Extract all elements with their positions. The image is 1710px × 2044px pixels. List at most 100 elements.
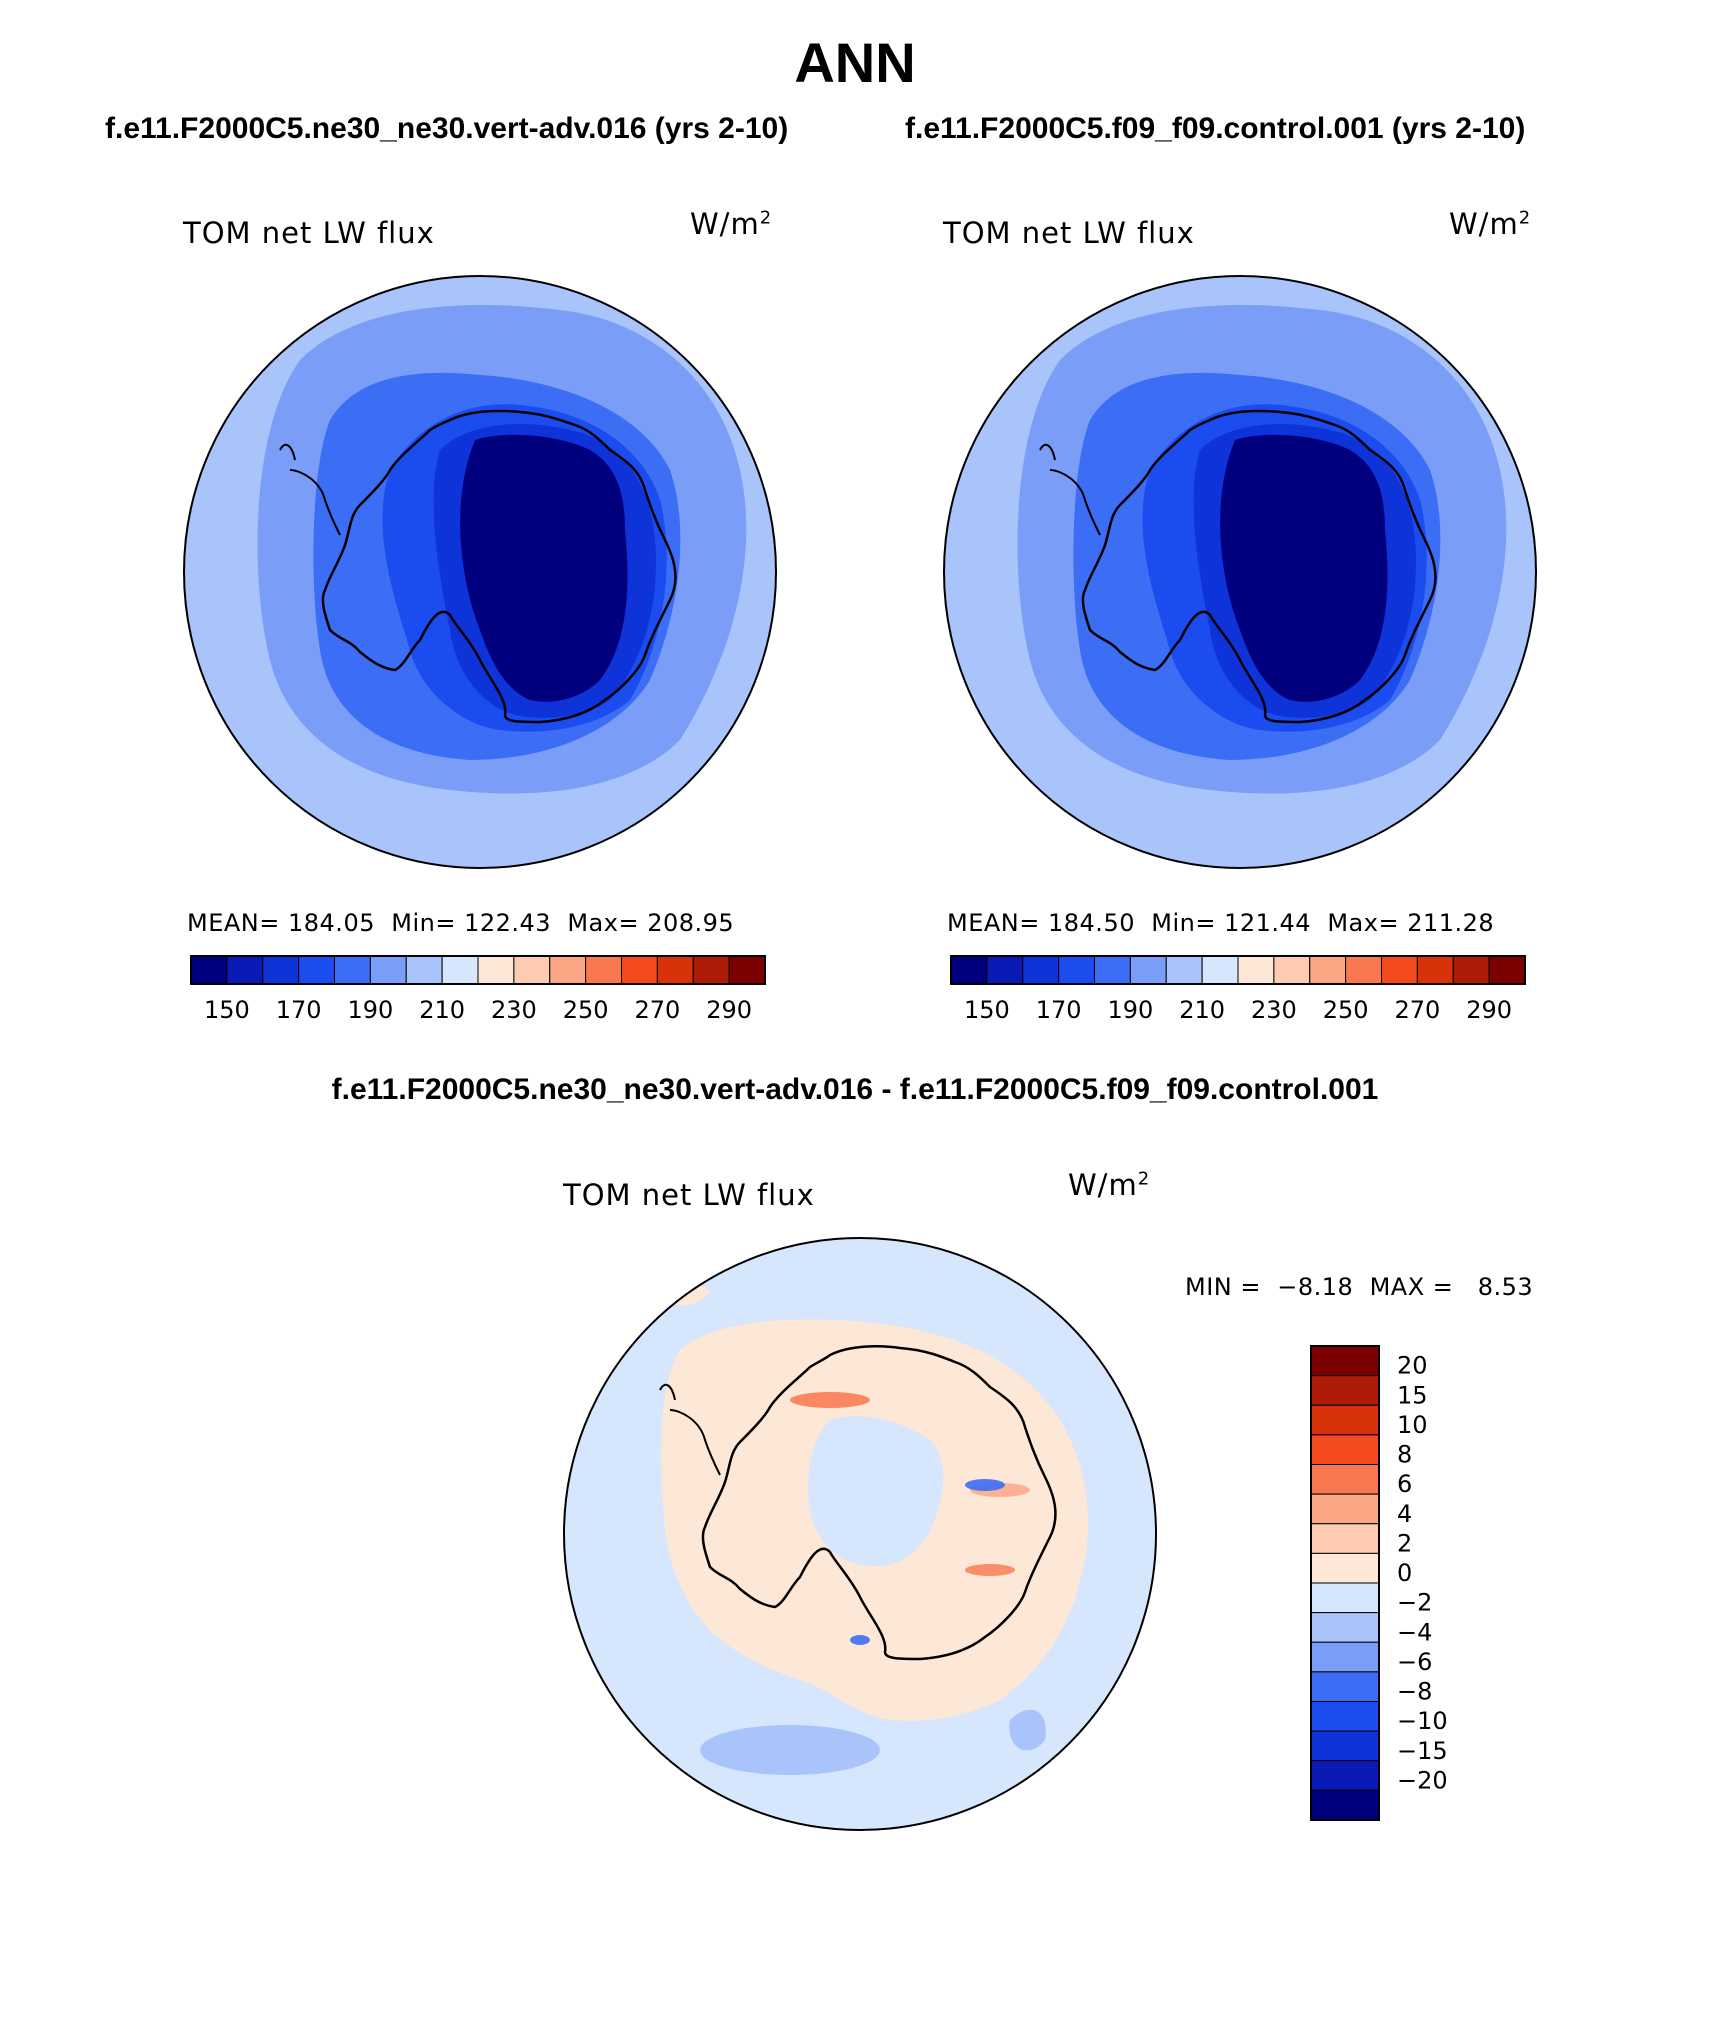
panel2-colorbar-box-14 — [1452, 955, 1490, 985]
panel2-map-border — [943, 275, 1537, 869]
diff-colorbar-box-12 — [1310, 1701, 1380, 1732]
diff-minmax: MIN = −8.18 MAX = 8.53 — [1185, 1273, 1533, 1301]
panel2-colorbar-tick-label: 230 — [1251, 996, 1297, 1024]
panel1-colorbar — [190, 955, 766, 985]
panel1-stats: MEAN= 184.05 Min= 122.43 Max= 208.95 — [187, 909, 734, 937]
panel2-max: 211.28 — [1407, 909, 1495, 937]
panel1-coastline — [321, 409, 677, 724]
panel2-colorbar-box-12 — [1381, 955, 1418, 985]
panel1-colorbar-ticks: 150 170 190 210 230 250 270 290 — [204, 996, 752, 1024]
diff-hotspot-1 — [790, 1392, 870, 1408]
diff-colorbar-box-10 — [1310, 1641, 1380, 1673]
diff-colorbar-tick-label: −2 — [1397, 1589, 1432, 1617]
diff-negative-patch-e — [1009, 1709, 1046, 1751]
diff-min: −8.18 — [1277, 1273, 1354, 1301]
diff-colorbar-box-13 — [1310, 1730, 1380, 1762]
diff-colorbar-box-6 — [1310, 1523, 1380, 1554]
panel2-colorbar-box-15 — [1488, 955, 1526, 985]
diff-hotspot-3 — [965, 1564, 1015, 1576]
diff-colorbar-tick-label: −15 — [1397, 1737, 1448, 1765]
panel2-stats: MEAN= 184.50 Min= 121.44 Max= 211.28 — [947, 909, 1494, 937]
panel1-colorbar-tick-label: 210 — [419, 996, 465, 1024]
panel2-variable: TOM net LW flux — [943, 216, 1195, 250]
panel2-colorbar-tick-label: 290 — [1466, 996, 1512, 1024]
panel1-mean-label: MEAN= — [187, 909, 280, 937]
panel1-colorbar-box-1 — [226, 955, 264, 985]
panel2-colorbar-tick-label: 190 — [1107, 996, 1153, 1024]
panel1-colorbar-tick-label: 190 — [347, 996, 393, 1024]
diff-colorbar — [1310, 1345, 1380, 1821]
panel1-colorbar-box-4 — [334, 955, 371, 985]
diff-colorbar-box-1 — [1310, 1375, 1380, 1406]
panel1-colorbar-tick-label: 290 — [706, 996, 752, 1024]
panel1-colorbar-tick-label: 270 — [634, 996, 680, 1024]
diff-colorbar-tick-label: −6 — [1397, 1648, 1432, 1676]
diff-map-border — [563, 1237, 1157, 1831]
diff-negative-patch-s — [700, 1725, 880, 1775]
diff-colorbar-frame — [1310, 1345, 1380, 1821]
diff-colorbar-tick-label: 4 — [1397, 1500, 1412, 1528]
panel1-map — [184, 276, 776, 868]
panel2-colorbar-box-0 — [950, 955, 988, 985]
diff-colorbar-box-2 — [1310, 1404, 1380, 1436]
panel2-min: 121.44 — [1224, 909, 1312, 937]
diff-colorbar-box-0 — [1310, 1345, 1380, 1377]
panel2-colorbar-tick-label: 170 — [1036, 996, 1082, 1024]
panel2-colorbar-tick-label: 250 — [1323, 996, 1369, 1024]
diff-colorbar-tick-label: −20 — [1397, 1766, 1448, 1794]
diff-colorbar-tick-label: −10 — [1397, 1707, 1448, 1735]
diff-coldspot-1 — [965, 1479, 1005, 1491]
diff-colorbar-tick-label: 8 — [1397, 1441, 1412, 1469]
diff-max: 8.53 — [1477, 1273, 1534, 1301]
panel2-colorbar-tick-label: 150 — [964, 996, 1010, 1024]
diff-colorbar-box-9 — [1310, 1612, 1380, 1643]
panel1-colorbar-box-11 — [585, 955, 622, 985]
panel1-colorbar-tick-label: 250 — [563, 996, 609, 1024]
diff-colorbar-tick-label: 10 — [1397, 1411, 1428, 1439]
plot-title: ANN — [794, 31, 916, 94]
control-case-title: f.e11.F2000C5.f09_f09.control.001 (yrs 2… — [905, 112, 1526, 145]
panel2-colorbar-box-5 — [1129, 955, 1167, 985]
panel1-units: W/m2 — [690, 207, 773, 241]
panel1-colorbar-box-15 — [728, 955, 766, 985]
panel1-colorbar-tick-label: 150 — [204, 996, 250, 1024]
diff-colorbar-tick-label: 6 — [1397, 1470, 1412, 1498]
diff-units: W/m2 — [1068, 1168, 1151, 1202]
panel1-colorbar-box-12 — [621, 955, 658, 985]
diff-colorbar-tick-label: −4 — [1397, 1618, 1432, 1646]
diff-colorbar-tick-label: 0 — [1397, 1559, 1412, 1587]
diff-variable: TOM net LW flux — [563, 1178, 815, 1212]
panel1-colorbar-frame — [190, 955, 766, 985]
panel1-max: 208.95 — [647, 909, 735, 937]
diff-coldspot-2 — [850, 1635, 870, 1645]
diff-interior-light — [808, 1416, 944, 1567]
panel1-colorbar-tick-label: 230 — [491, 996, 537, 1024]
panel2-colorbar-box-7 — [1201, 955, 1239, 985]
panel1-max-label: Max= — [567, 909, 640, 937]
diff-colorbar-box-8 — [1310, 1582, 1380, 1614]
diff-colorbar-box-14 — [1310, 1760, 1380, 1791]
panel2-colorbar-tick-label: 210 — [1179, 996, 1225, 1024]
panel2-min-label: Min= — [1151, 909, 1216, 937]
panel1-colorbar-box-13 — [656, 955, 694, 985]
diff-colorbar-box-11 — [1310, 1671, 1380, 1702]
panel2-colorbar-box-9 — [1273, 955, 1311, 985]
diff-colorbar-box-15 — [1310, 1789, 1380, 1821]
panel1-map-border — [183, 275, 777, 869]
panel2-mean: 184.50 — [1048, 909, 1135, 937]
panel2-mean-label: MEAN= — [947, 909, 1040, 937]
panel1-colorbar-box-10 — [549, 955, 587, 985]
panel1-min: 122.43 — [464, 909, 552, 937]
diff-colorbar-box-4 — [1310, 1464, 1380, 1495]
panel1-interior — [460, 434, 628, 702]
panel1-colorbar-box-3 — [298, 955, 335, 985]
panel2-colorbar-frame — [950, 955, 1526, 985]
diff-title: f.e11.F2000C5.ne30_ne30.vert-adv.016 - f… — [331, 1073, 1379, 1106]
panel1-colorbar-tick-label: 170 — [276, 996, 322, 1024]
diff-coastline — [701, 1345, 1057, 1661]
panel2-colorbar — [950, 955, 1526, 985]
panel2-colorbar-box-2 — [1022, 955, 1060, 985]
panel2-units: W/m2 — [1449, 207, 1532, 241]
panel2-colorbar-box-13 — [1416, 955, 1454, 985]
